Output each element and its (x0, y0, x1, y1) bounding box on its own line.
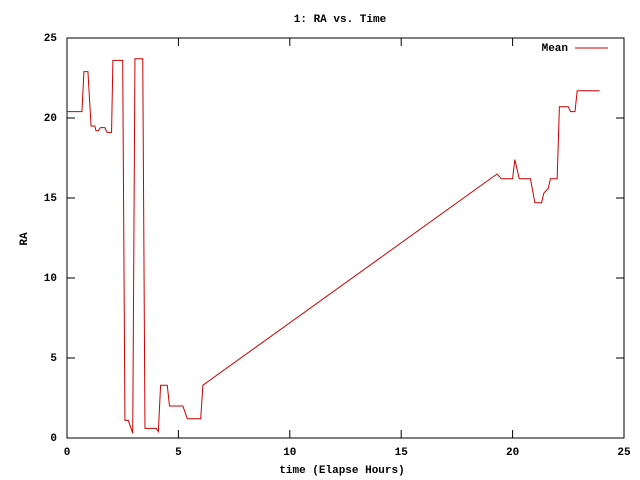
legend-label: Mean (542, 43, 568, 55)
y-tick-label: 5 (50, 353, 57, 365)
y-tick-label: 20 (44, 113, 57, 125)
y-axis-label: RA (19, 232, 31, 246)
y-tick-label: 10 (44, 273, 57, 285)
x-tick-label: 10 (283, 447, 296, 459)
y-tick-label: 15 (44, 193, 58, 205)
plot-frame (66, 37, 625, 439)
x-tick-label: 25 (617, 447, 631, 459)
x-axis-label: time (Elapse Hours) (279, 465, 404, 477)
data-line (67, 58, 600, 434)
y-tick-label: 0 (50, 433, 57, 445)
x-tick-label: 0 (64, 447, 71, 459)
x-tick-label: 20 (506, 447, 519, 459)
x-tick-label: 15 (395, 447, 409, 459)
y-tick-label: 25 (44, 33, 58, 45)
chart-title: 1: RA vs. Time (294, 14, 387, 26)
x-tick-label: 5 (175, 447, 182, 459)
